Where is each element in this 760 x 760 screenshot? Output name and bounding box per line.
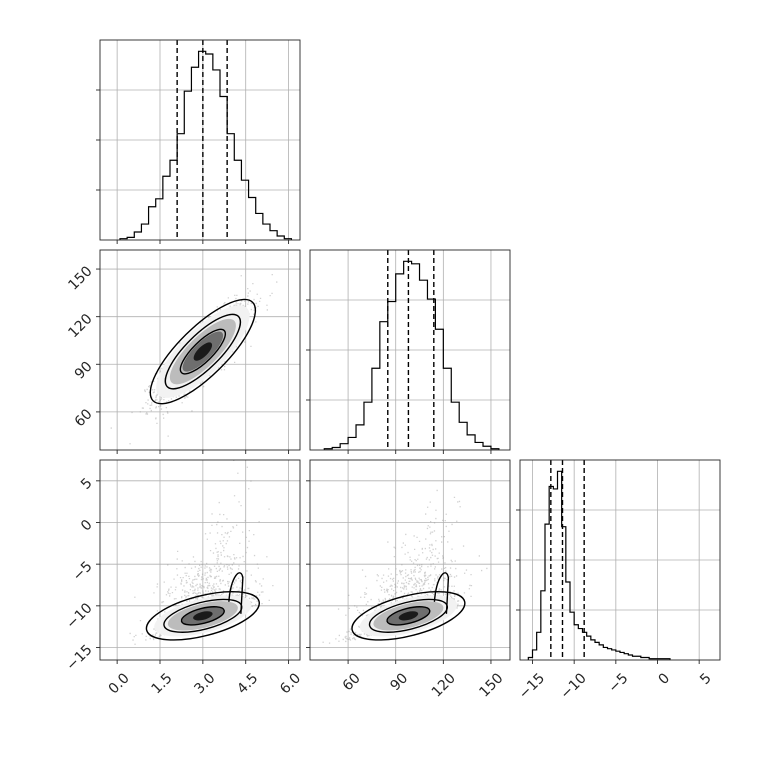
joint-frame [99, 459, 301, 661]
y-tick-label-p2: −10 [63, 600, 95, 632]
contour-line [164, 313, 242, 390]
density-region [193, 342, 213, 361]
marginal-frame [99, 39, 301, 241]
x-tick-label-p0: 1.5 [149, 670, 176, 697]
x-tick-label-p0: 6.0 [277, 670, 304, 697]
histogram-p0 [119, 50, 293, 240]
y-tick-label-p2: −5 [70, 559, 96, 585]
marginal-frame [519, 459, 721, 661]
x-tick-label-p2: 5 [697, 670, 715, 688]
contour-line [145, 591, 260, 641]
x-tick-label-p0: 3.0 [191, 670, 218, 697]
y-tick-label-p1: 150 [65, 263, 95, 293]
x-tick-label-p1: 60 [340, 670, 364, 694]
joint-frame [309, 459, 511, 661]
contour-line [386, 606, 431, 626]
marginal-frame [309, 249, 511, 451]
x-tick-label-p2: −5 [606, 670, 632, 696]
contour-line [228, 572, 244, 614]
marginal-panel-p2 [516, 460, 720, 664]
marginal-panel-p0 [96, 40, 300, 244]
contour-line [179, 328, 227, 375]
y-tick-label-p1: 60 [72, 406, 96, 430]
joint-frame [99, 249, 301, 451]
contour-line [180, 606, 225, 626]
y-tick-label-p1: 120 [65, 311, 95, 341]
x-tick-label-p0: 0.0 [106, 670, 133, 697]
x-tick-label-p2: −15 [516, 670, 548, 702]
density-region [398, 611, 419, 621]
contour-line [149, 298, 257, 405]
y-tick-label-p2: 0 [78, 517, 96, 535]
histogram-p1 [323, 260, 500, 450]
marginal-panel-p1 [306, 250, 510, 454]
x-tick-label-p0: 4.5 [234, 670, 261, 697]
y-tick-label-p2: −15 [63, 642, 95, 674]
density-region [193, 611, 213, 621]
x-tick-label-p1: 90 [387, 670, 411, 694]
joint-panel-p1-p2 [306, 460, 510, 664]
contour-line [433, 572, 450, 614]
joint-panel-p0-p2 [96, 460, 300, 664]
x-tick-label-p2: 0 [655, 670, 673, 688]
x-tick-label-p2: −10 [558, 670, 590, 702]
contour-line [351, 591, 466, 641]
joint-panel-p0-p1 [96, 250, 300, 454]
y-tick-label-p2: 5 [78, 475, 96, 493]
x-tick-label-p1: 150 [476, 670, 506, 700]
histogram-p2 [527, 470, 671, 660]
y-tick-label-p1: 90 [72, 359, 96, 383]
x-tick-label-p1: 120 [429, 670, 459, 700]
